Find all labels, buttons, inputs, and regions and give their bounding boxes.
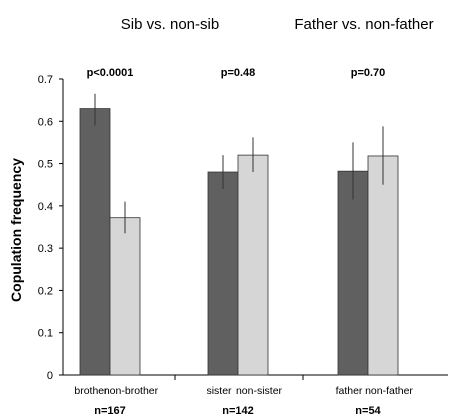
category-label-non-sister: non-sister xyxy=(236,385,283,397)
p-value-label: p=0.70 xyxy=(351,67,386,79)
y-axis-label: Copulation frequency xyxy=(8,158,24,302)
category-label-non-father: non-father xyxy=(365,385,413,397)
y-tick-label: 0.4 xyxy=(38,201,53,213)
category-label-non-brother: non-brother xyxy=(104,385,159,397)
bar-brother xyxy=(79,108,111,376)
sample-size-label: n=54 xyxy=(355,405,381,417)
y-tick-label: 0.5 xyxy=(38,159,53,171)
header-title-father: Father vs. non-father xyxy=(294,16,433,33)
bar-father xyxy=(337,170,369,376)
sample-size-label: n=142 xyxy=(222,405,254,417)
y-tick-label: 0.6 xyxy=(38,116,53,128)
bar-non-sister xyxy=(237,154,269,376)
bar-non-brother xyxy=(109,217,141,376)
p-value-label: p<0.0001 xyxy=(87,67,134,79)
header-title-sib: Sib vs. non-sib xyxy=(121,16,219,33)
y-tick-label: 0.3 xyxy=(38,243,53,255)
y-tick-label: 0.1 xyxy=(38,328,53,340)
category-label-brother: brother xyxy=(74,385,108,397)
p-value-label: p=0.48 xyxy=(221,67,256,79)
category-label-father: father xyxy=(336,385,363,397)
bar-sister xyxy=(207,171,239,376)
sample-size-label: n=167 xyxy=(94,405,126,417)
y-tick-label: 0.7 xyxy=(38,74,53,86)
y-tick-label: 0 xyxy=(47,370,53,382)
category-label-sister: sister xyxy=(206,385,232,397)
bar-non-father xyxy=(367,155,399,376)
y-tick-label: 0.2 xyxy=(38,285,53,297)
